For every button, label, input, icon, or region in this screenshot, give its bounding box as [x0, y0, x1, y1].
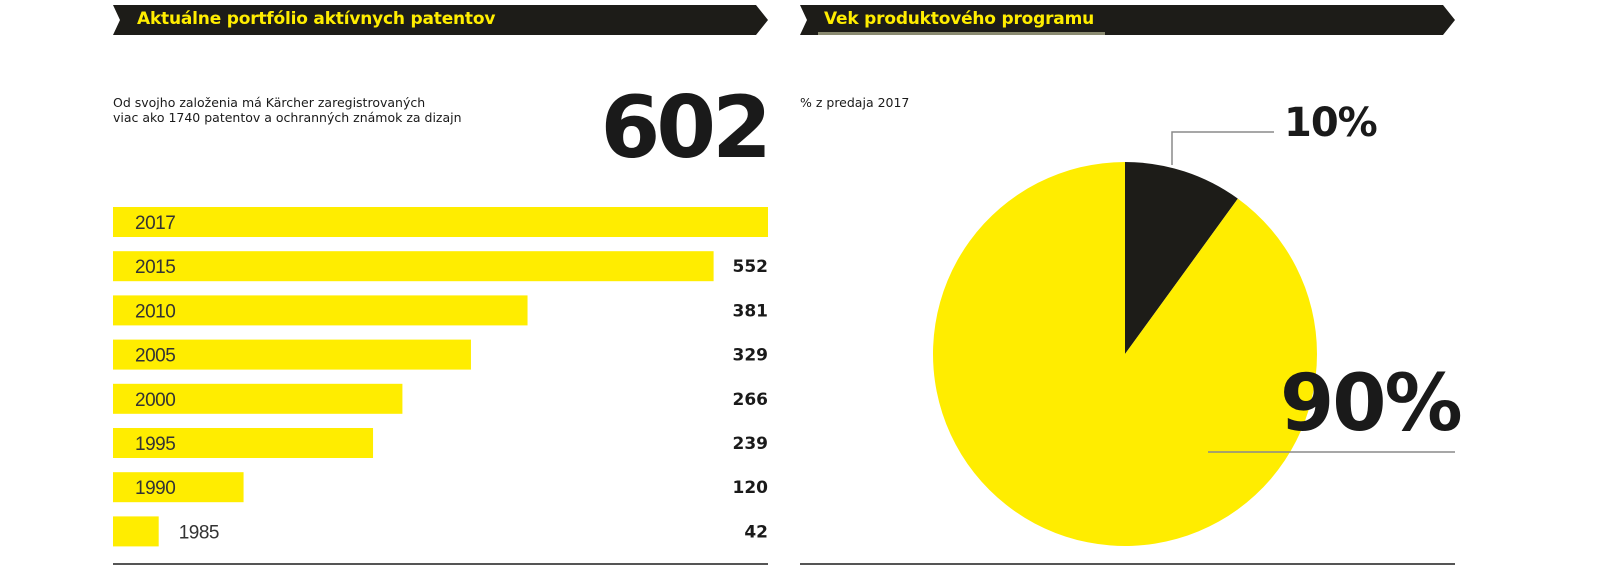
bar-value-label: 120 — [733, 478, 769, 498]
right-panel-title: Vek produktového programu — [824, 9, 1094, 29]
left-panel-title-banner: Aktuálne portfólio aktívnych patentov — [113, 5, 768, 35]
bar-2017 — [113, 207, 768, 237]
bar-1985 — [113, 516, 159, 547]
patents-bar-chart: 2017 2015 552 2010 381 2005 329 2000 266 1995 239 1… — [113, 207, 769, 547]
patent-description: Od svojho založenia má Kärcher zaregistr… — [113, 95, 462, 125]
bar-2000 — [113, 383, 403, 414]
patent-total-number: 602 — [600, 78, 772, 178]
patent-description-line-2: viac ako 1740 patentov a ochranných znám… — [113, 110, 462, 125]
banner-arrow-shape — [800, 5, 1455, 35]
right-panel-baseline — [800, 563, 1455, 565]
bar-year-label: 1995 — [135, 434, 175, 455]
banner-arrow-shape — [113, 5, 768, 35]
pie-slice-90 — [933, 162, 1318, 546]
pie-slice-10 — [1125, 162, 1238, 354]
bar-value-label: 266 — [733, 390, 769, 410]
bar-value-label: 329 — [733, 346, 769, 366]
bar-2015 — [113, 251, 714, 282]
right-panel-title-banner: Vek produktového programu — [800, 5, 1455, 35]
bar-year-label: 2000 — [135, 390, 175, 411]
bar-year-label: 2005 — [135, 346, 175, 367]
pie-label-10: 10% — [1284, 100, 1377, 146]
bar-year-label: 2015 — [135, 257, 175, 278]
bar-year-label: 1985 — [179, 522, 219, 543]
bar-1995 — [113, 428, 374, 458]
bar-value-label: 239 — [733, 434, 769, 454]
bar-1990 — [113, 472, 244, 503]
pie-subtitle: % z predaja 2017 — [800, 95, 910, 110]
pie-label-90: 90% — [1280, 359, 1461, 449]
bar-year-label: 2010 — [135, 301, 175, 322]
leader-line-10 — [1171, 131, 1274, 165]
bar-value-label: 42 — [744, 522, 768, 542]
left-panel-title: Aktuálne portfólio aktívnych patentov — [137, 9, 496, 29]
bar-value-label: 381 — [733, 301, 769, 321]
bar-value-label: 552 — [733, 257, 769, 277]
patent-description-line-1: Od svojho založenia má Kärcher zaregistr… — [113, 95, 426, 110]
bar-2010 — [113, 295, 528, 326]
bar-2005 — [113, 339, 471, 370]
bar-year-label: 1990 — [135, 478, 175, 499]
left-panel-baseline — [113, 563, 768, 565]
bar-year-label: 2017 — [135, 213, 175, 234]
